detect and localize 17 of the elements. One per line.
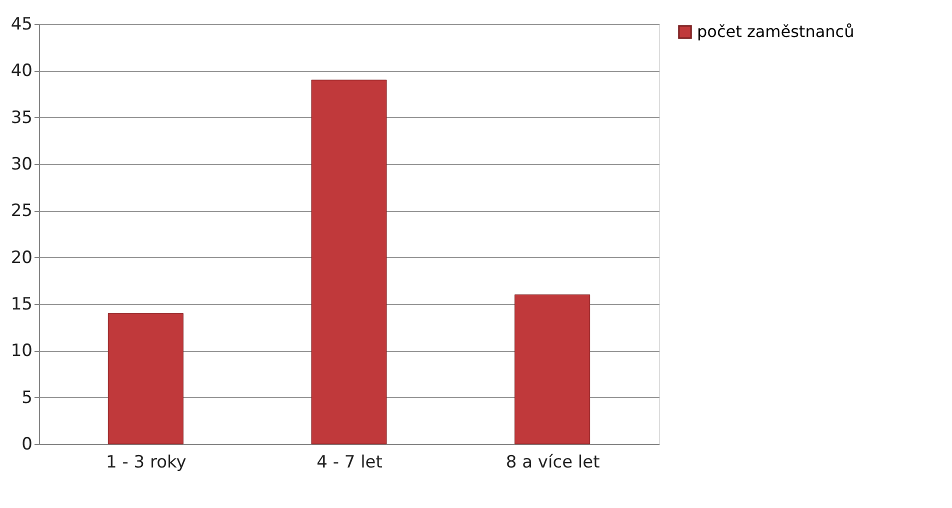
- x-tick-label: 4 - 7 let: [316, 452, 383, 472]
- y-tick-label: 45: [10, 14, 32, 34]
- bar: [311, 80, 387, 444]
- y-tick-label: 15: [10, 294, 32, 314]
- y-tick-label: 0: [22, 434, 32, 454]
- y-tick-label: 40: [10, 61, 32, 82]
- y-tick-label: 20: [10, 248, 32, 268]
- y-tick-label: 10: [10, 341, 32, 362]
- y-tick-label: 30: [10, 154, 32, 174]
- y-tick-label: 5: [22, 388, 32, 408]
- y-tick-label: 35: [10, 108, 32, 128]
- legend-label: počet zaměstnanců: [697, 22, 854, 41]
- x-tick-label: 8 a více let: [506, 452, 600, 472]
- x-tick-label: 1 - 3 roky: [106, 452, 186, 472]
- bar: [108, 313, 184, 444]
- y-tick-label: 25: [10, 201, 32, 222]
- bar: [514, 294, 590, 444]
